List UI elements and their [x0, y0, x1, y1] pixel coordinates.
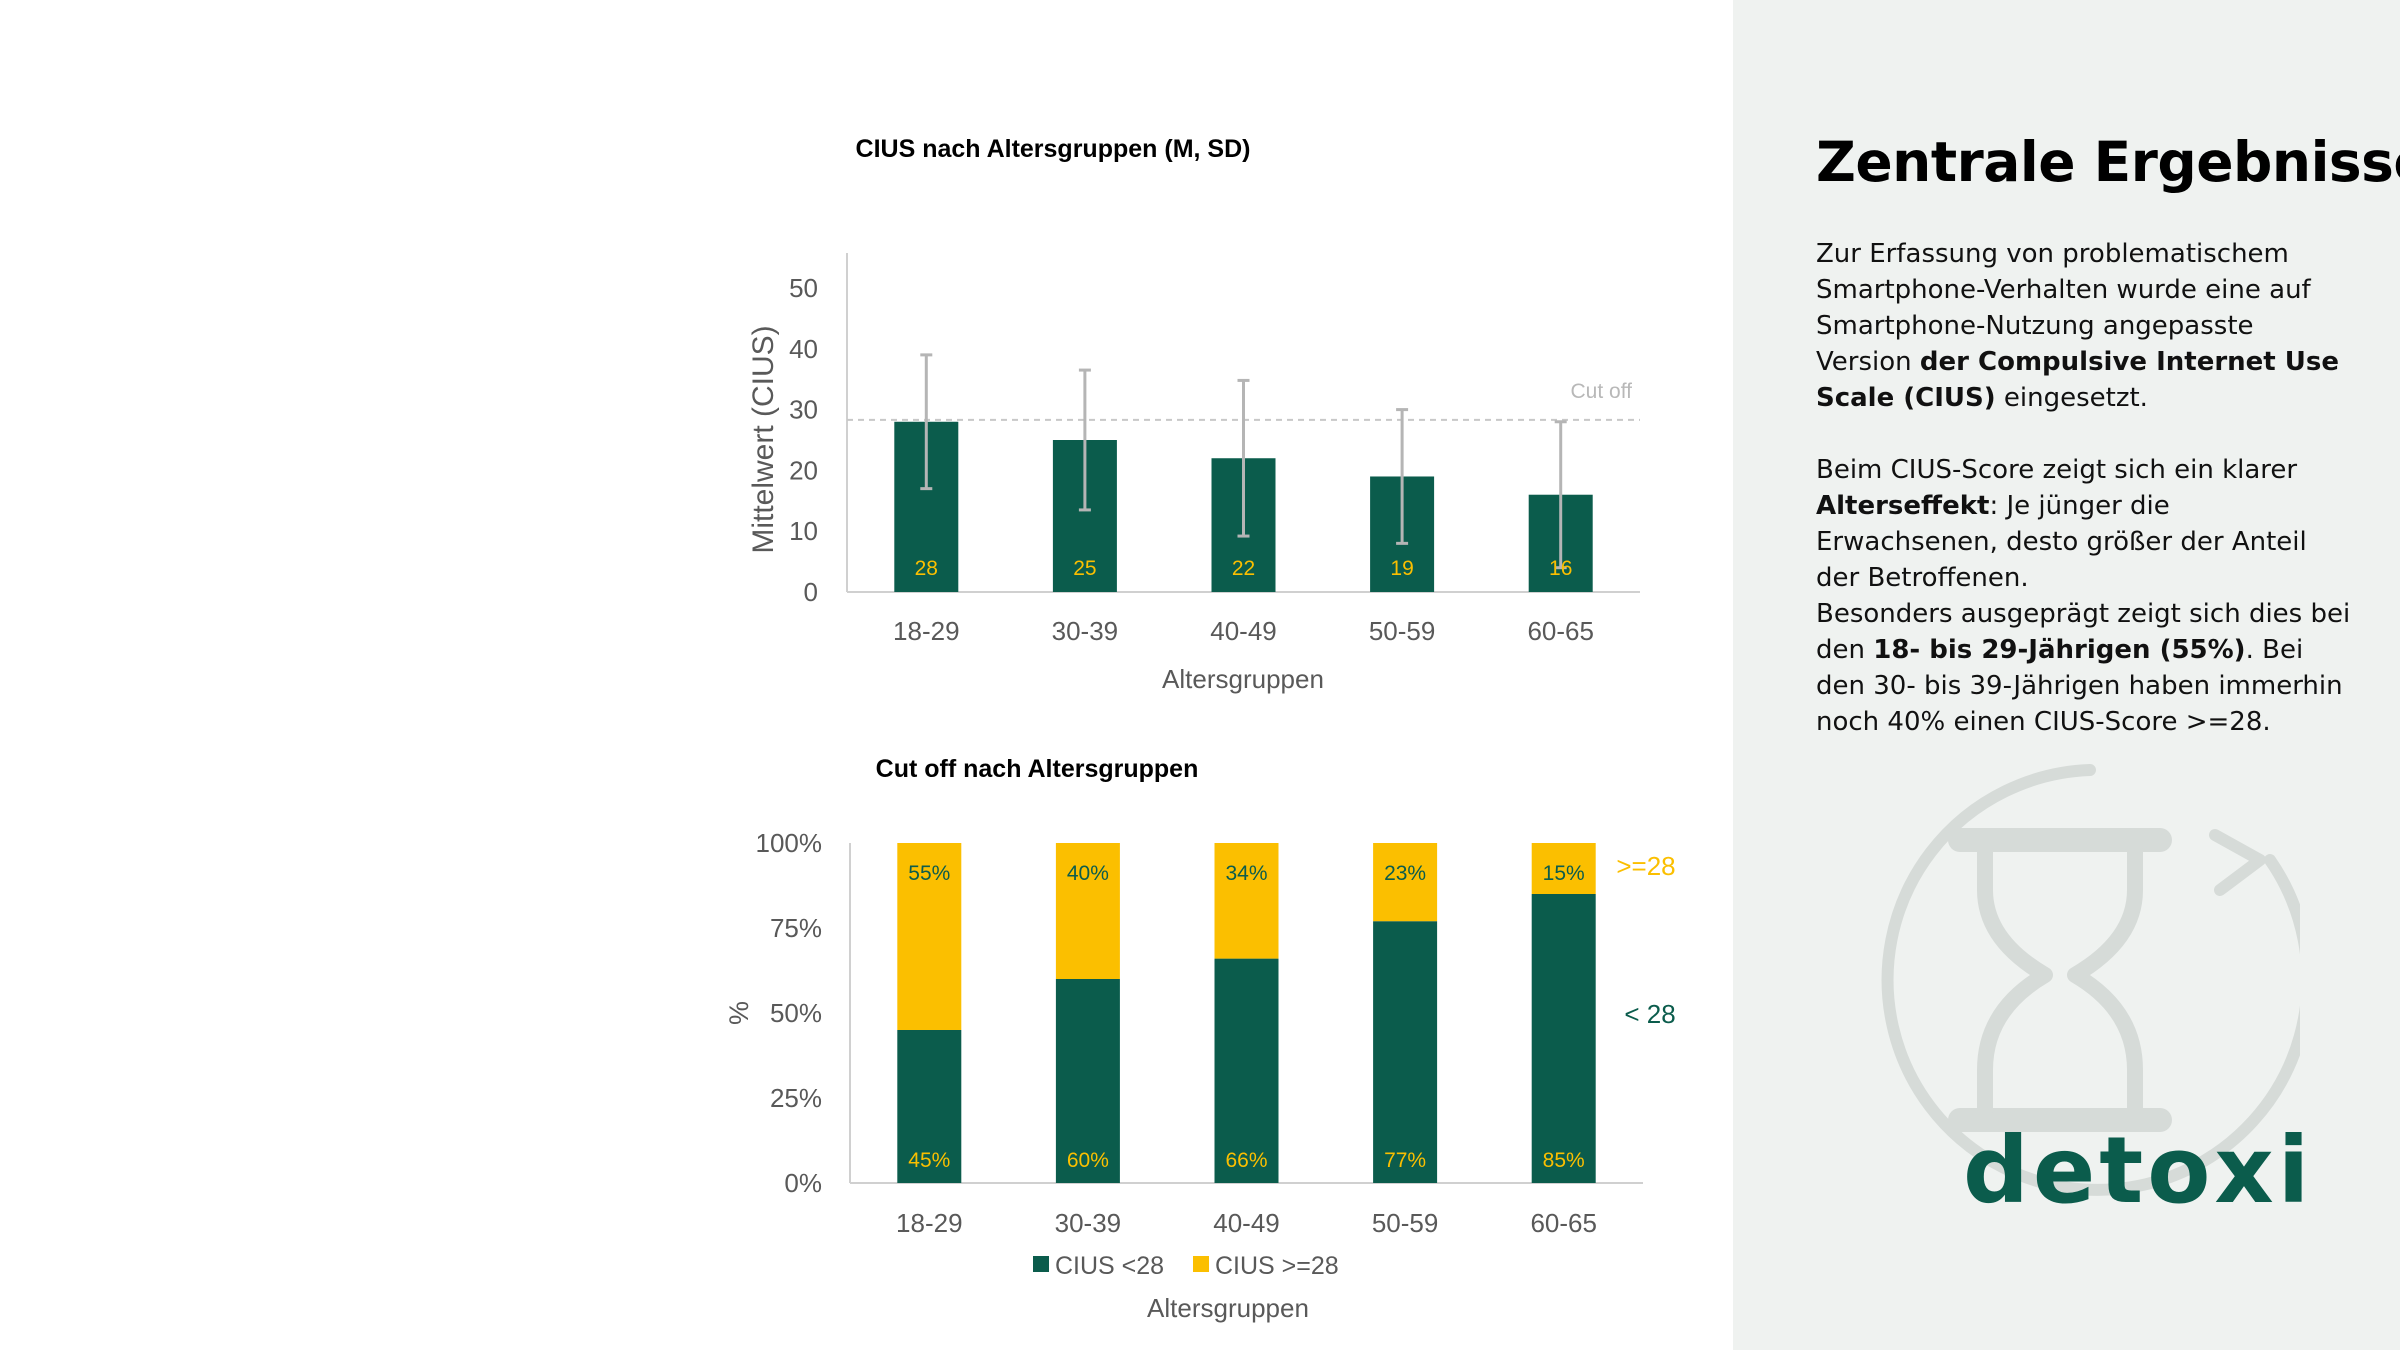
chart2-annotation-under: < 28	[1624, 999, 1675, 1029]
chart1-y-tick-label: 40	[789, 334, 818, 364]
chart2-bar-under-28	[1055, 979, 1120, 1183]
chart2-data-label-under-28: 60%	[1067, 1149, 1109, 1172]
chart1-y-tick-label: 0	[804, 577, 818, 607]
legend-label-over-28: CIUS >=28	[1215, 1252, 1339, 1280]
legend-swatch-under-28	[1033, 1256, 1049, 1272]
chart1-x-axis-label: Altersgruppen	[1162, 664, 1324, 694]
chart2-data-label-under-28: 66%	[1225, 1149, 1267, 1172]
paragraph-method: Zur Erfassung von problematischem Smartp…	[1816, 236, 2356, 416]
bold-run-1: der Compulsive Internet Use Scale (CIUS)	[1816, 347, 2339, 413]
chart2-bar-over-28	[1214, 843, 1279, 959]
text-run-0: Zur Erfassung von problematischem Smartp…	[1816, 239, 2311, 377]
panel-title: Zentrale Ergebnisse	[1816, 130, 2400, 194]
chart1-data-label: 19	[1390, 557, 1413, 580]
chart2-bar-over-28	[1531, 843, 1596, 894]
legend-label-under-28: CIUS <28	[1055, 1252, 1164, 1280]
bold-run-1: 18- bis 29-Jährigen (55%)	[1873, 635, 2246, 665]
paragraph-highlight: Besonders ausgeprägt zeigt sich dies bei…	[1816, 596, 2356, 740]
chart2-y-tick-label: 0%	[784, 1168, 822, 1198]
chart2-data-label-over-28: 55%	[908, 862, 950, 885]
chart1-data-label: 16	[1549, 557, 1572, 580]
chart2-data-label-over-28: 40%	[1067, 862, 1109, 885]
chart1-y-tick-label: 30	[789, 395, 818, 425]
chart2-annotation-over: >=28	[1616, 851, 1675, 881]
chart2-y-tick-label: 75%	[770, 913, 822, 943]
chart2-y-tick-label: 50%	[770, 998, 822, 1028]
chart2-data-label-under-28: 85%	[1543, 1149, 1585, 1172]
chart2-bar-under-28	[897, 1030, 962, 1183]
chart2-y-tick-label: 100%	[756, 828, 823, 858]
chart2-x-tick-label: 30-39	[1055, 1208, 1122, 1238]
chart2-data-label-over-28: 23%	[1384, 862, 1426, 885]
chart2-bar-under-28	[1373, 921, 1438, 1183]
chart2-x-axis-label: Altersgruppen	[1147, 1293, 1309, 1323]
text-run-0: Beim CIUS-Score zeigt sich ein klarer	[1816, 455, 2298, 485]
chart2-x-tick-label: 40-49	[1213, 1208, 1280, 1238]
hourglass-cycle-icon	[1881, 764, 2300, 1196]
chart2-y-tick-label: 25%	[770, 1083, 822, 1113]
chart2-data-label-over-28: 15%	[1543, 862, 1585, 885]
chart1-data-label: 22	[1232, 557, 1255, 580]
chart1-data-label: 28	[915, 557, 938, 580]
text-run-2: eingesetzt.	[1995, 383, 2148, 413]
text-run-2: . Bei den 30- bis 39-Jährigen haben imme…	[1816, 635, 2343, 737]
chart2-y-axis-label: %	[724, 1001, 754, 1025]
chart1-x-tick-label: 50-59	[1369, 616, 1436, 646]
chart1-y-axis-label: Mittelwert (CIUS)	[747, 325, 780, 553]
chart1-x-tick-label: 18-29	[893, 616, 960, 646]
legend-swatch-over-28	[1193, 1256, 1209, 1272]
chart2-bar-under-28	[1214, 958, 1279, 1183]
chart2-x-tick-label: 50-59	[1372, 1208, 1439, 1238]
text-run-2: : Je jünger die Erwachsenen, desto größe…	[1816, 491, 2307, 593]
chart1-title: CIUS nach Altersgruppen (M, SD)	[856, 135, 1251, 163]
chart2-bar-over-28	[897, 843, 962, 1030]
cutoff-stacked-chart: Cut off nach Altersgruppen 0% 25% 50% 75% 100…	[724, 755, 1676, 1323]
paragraph-age-effect: Beim CIUS-Score zeigt sich ein klarer Al…	[1816, 452, 2356, 596]
chart1-x-tick-label: 30-39	[1052, 616, 1119, 646]
chart2-title: Cut off nach Altersgruppen	[876, 755, 1199, 783]
bold-run-1: Alterseffekt	[1816, 491, 1990, 521]
logo-wordmark: detoxi	[1963, 1117, 2314, 1224]
chart2-x-tick-label: 60-65	[1530, 1208, 1597, 1238]
chart1-y-tick-label: 10	[789, 516, 818, 546]
chart2-data-label-under-28: 77%	[1384, 1149, 1426, 1172]
text-run-0: Besonders ausgeprägt zeigt sich dies bei…	[1816, 599, 2351, 665]
chart1-y-tick-label: 20	[789, 455, 818, 485]
chart2-bar-over-28	[1055, 843, 1120, 979]
chart2-x-tick-label: 18-29	[896, 1208, 963, 1238]
chart2-bar-over-28	[1373, 843, 1438, 922]
chart2-bar-under-28	[1531, 894, 1596, 1183]
chart1-cutoff-label: Cut off	[1571, 380, 1633, 403]
chart1-x-tick-label: 60-65	[1527, 616, 1594, 646]
chart2-data-label-over-28: 34%	[1225, 862, 1267, 885]
chart1-y-tick-label: 50	[789, 273, 818, 303]
chart1-x-tick-label: 40-49	[1210, 616, 1277, 646]
chart2-data-label-under-28: 45%	[908, 1149, 950, 1172]
cius-mean-chart: CIUS nach Altersgruppen (M, SD) 0 10 20 30 40…	[747, 135, 1640, 694]
chart1-data-label: 25	[1073, 557, 1096, 580]
